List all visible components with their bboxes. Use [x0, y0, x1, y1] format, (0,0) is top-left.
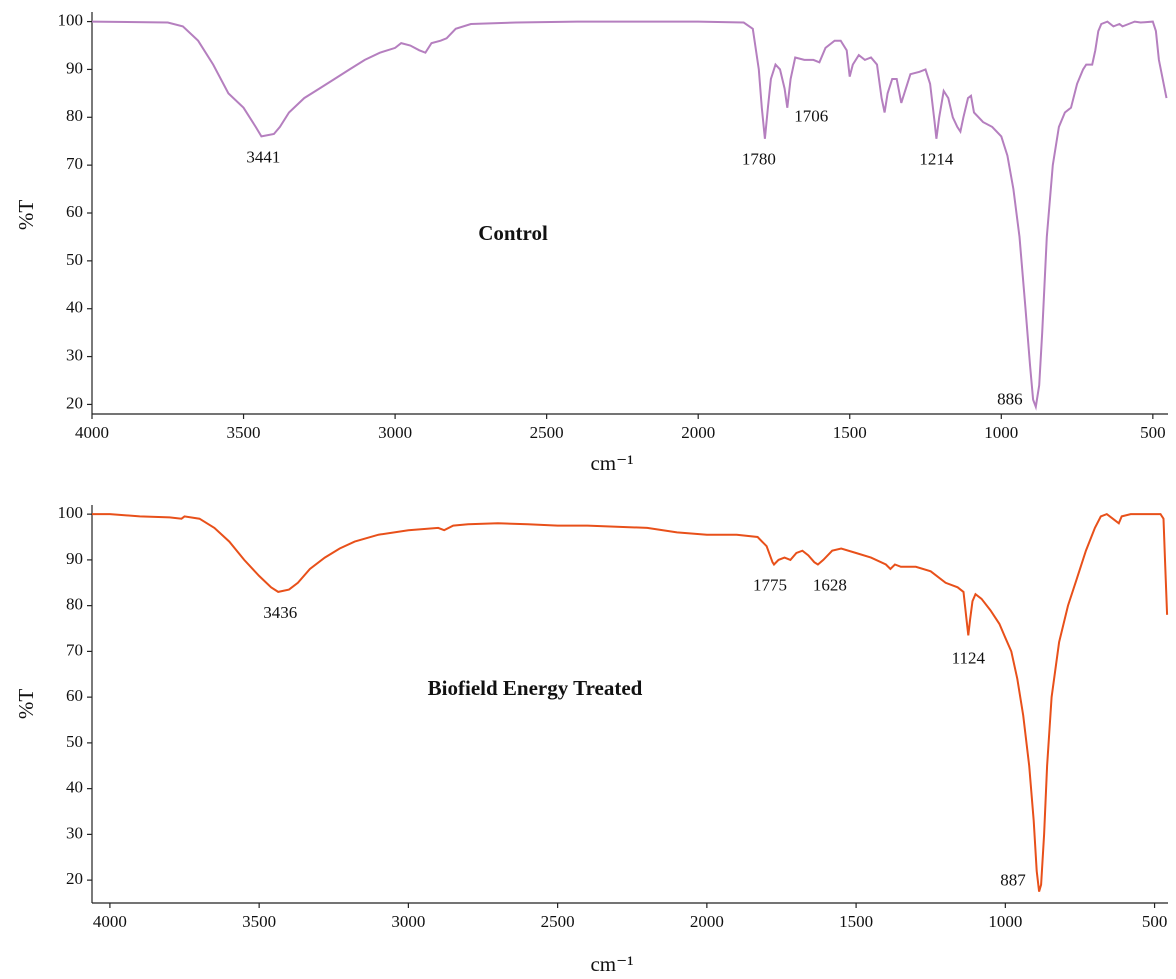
- x-tick-label: 3500: [242, 912, 276, 931]
- y-tick-label: 40: [66, 778, 83, 797]
- peak-label: 3436: [263, 603, 297, 622]
- y-tick-label: 70: [66, 640, 83, 659]
- peak-label: 1628: [813, 575, 847, 594]
- spectrum-line: [91, 20, 1168, 411]
- y-tick-label: 60: [66, 202, 83, 221]
- series-label: Biofield Energy Treated: [428, 676, 643, 700]
- y-tick-label: 100: [58, 503, 84, 522]
- peak-label: 886: [997, 390, 1023, 409]
- y-tick-label: 60: [66, 686, 83, 705]
- x-tick-label: 2000: [690, 912, 724, 931]
- x-tick-label: 2500: [541, 912, 575, 931]
- peak-label: 887: [1000, 870, 1026, 889]
- x-tick-label: 3000: [378, 423, 412, 442]
- peak-label: 1706: [794, 107, 828, 126]
- series-label: Control: [478, 221, 548, 245]
- x-axis-label: cm⁻¹: [590, 451, 633, 475]
- peak-label: 1780: [742, 150, 776, 169]
- peak-label: 1214: [919, 150, 954, 169]
- y-tick-label: 50: [66, 250, 83, 269]
- peak-label: 1124: [952, 648, 986, 667]
- y-tick-label: 50: [66, 732, 83, 751]
- spectrum-line: [92, 512, 1169, 892]
- x-tick-label: 500: [1140, 423, 1166, 442]
- x-tick-label: 3500: [227, 423, 261, 442]
- y-tick-label: 20: [66, 393, 83, 412]
- x-tick-label: 500: [1142, 912, 1168, 931]
- x-tick-label: 3000: [391, 912, 425, 931]
- y-axis-label: %T: [14, 689, 38, 719]
- x-tick-label: 1000: [984, 423, 1018, 442]
- y-tick-label: 100: [58, 10, 84, 29]
- y-tick-label: 80: [66, 595, 83, 614]
- y-axis-label: %T: [14, 200, 38, 230]
- y-tick-label: 80: [66, 106, 83, 125]
- y-tick-label: 40: [66, 298, 83, 317]
- y-tick-label: 30: [66, 823, 83, 842]
- y-tick-label: 90: [66, 58, 83, 77]
- x-tick-label: 2500: [530, 423, 564, 442]
- y-tick-label: 30: [66, 345, 83, 364]
- x-tick-label: 4000: [93, 912, 127, 931]
- x-tick-label: 2000: [681, 423, 715, 442]
- x-tick-label: 4000: [75, 423, 109, 442]
- x-axis-label: cm⁻¹: [590, 952, 633, 976]
- peak-label: 1775: [753, 575, 787, 594]
- y-tick-label: 90: [66, 549, 83, 568]
- x-tick-label: 1500: [839, 912, 873, 931]
- y-tick-label: 20: [66, 869, 83, 888]
- x-tick-label: 1000: [988, 912, 1022, 931]
- y-tick-label: 70: [66, 154, 83, 173]
- x-tick-label: 1500: [833, 423, 867, 442]
- peak-label: 3441: [246, 147, 280, 166]
